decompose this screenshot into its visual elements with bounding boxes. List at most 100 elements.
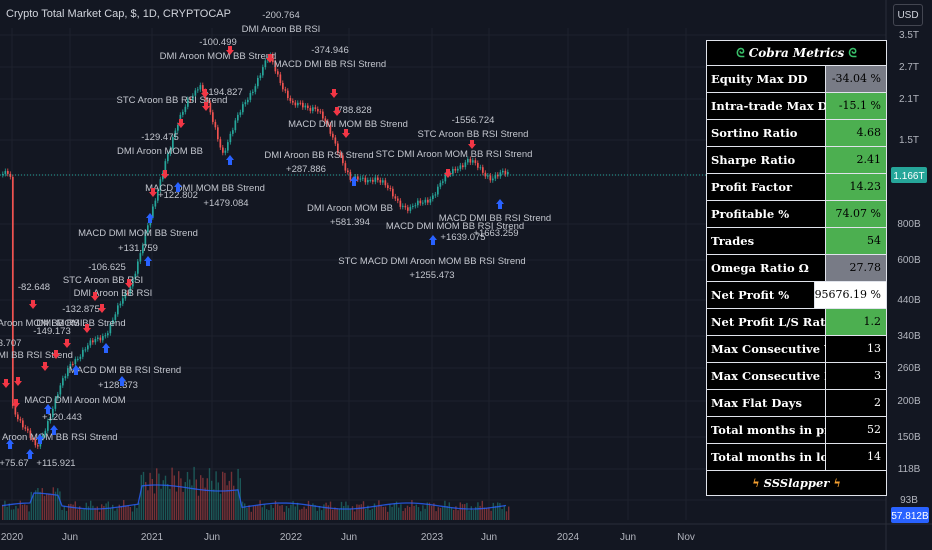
volume-bar xyxy=(184,482,186,520)
volume-bar xyxy=(96,506,98,520)
volume-bar xyxy=(343,505,345,520)
candle xyxy=(217,127,219,140)
volume-bar xyxy=(94,507,96,520)
buy-signal-arrow xyxy=(350,176,358,186)
volume-bar xyxy=(72,504,74,520)
volume-bar xyxy=(468,510,470,520)
volume-bar xyxy=(129,507,131,520)
volume-bar xyxy=(114,510,116,520)
volume-bar xyxy=(200,475,202,520)
volume-bar xyxy=(453,509,455,520)
metric-row: Max Consecutive Wins 13 xyxy=(707,336,886,363)
candle xyxy=(197,89,199,91)
volume-bar xyxy=(74,501,76,520)
metric-row: Max Flat Days 2 xyxy=(707,390,886,417)
candle xyxy=(27,428,29,431)
volume-bar xyxy=(241,501,244,520)
metric-value: 95676.19 % xyxy=(814,282,886,308)
candle xyxy=(109,323,112,334)
volume-bar xyxy=(186,471,189,520)
sell-signal-arrow xyxy=(177,119,185,128)
metric-value: 2.41 xyxy=(826,147,886,173)
candle xyxy=(57,394,59,399)
volume-bar xyxy=(158,473,160,520)
volume-bar xyxy=(197,495,200,520)
volume-bar xyxy=(230,471,233,520)
metric-label: Max Flat Days xyxy=(707,390,826,416)
candle xyxy=(342,155,344,164)
time-tick-label: Jun xyxy=(204,532,220,543)
price-tick-label: 340B xyxy=(897,331,921,342)
time-tick-label: 2023 xyxy=(421,532,444,543)
volume-bar xyxy=(204,487,206,520)
volume-bar xyxy=(470,506,472,520)
volume-bar xyxy=(15,505,17,520)
volume-bar xyxy=(497,502,499,520)
volume-bar xyxy=(248,505,250,520)
candle xyxy=(344,163,347,171)
volume-bar xyxy=(488,507,490,520)
volume-bar xyxy=(321,510,323,520)
volume-bar xyxy=(373,503,376,520)
signal-label: -149.173 xyxy=(33,326,71,337)
candle xyxy=(242,104,244,113)
cobra-icon: ᘓ xyxy=(848,46,857,60)
volume-bar xyxy=(70,503,72,520)
candle xyxy=(157,190,159,201)
signal-label: -194.827 xyxy=(205,87,243,98)
signal-label: STC Aroon BB RSI Strend xyxy=(117,95,228,106)
candle xyxy=(224,150,227,153)
volume-bar xyxy=(312,503,314,520)
metric-value: -15.1 % xyxy=(826,93,886,119)
volume-bar xyxy=(371,508,373,520)
last-price-badge xyxy=(891,167,927,183)
volume-bar xyxy=(147,490,149,520)
volume-ma-line xyxy=(1,484,507,510)
signal-label: STC MACD DMI Aroon MOM BB RSI Strend xyxy=(338,256,525,267)
candle xyxy=(104,335,107,337)
signal-label: +581.394 xyxy=(330,217,370,228)
candle xyxy=(174,130,177,138)
volume-bar xyxy=(235,490,237,520)
candle xyxy=(419,200,422,204)
buy-signal-arrow xyxy=(44,404,52,414)
buy-signal-arrow xyxy=(118,376,126,386)
signal-label: Aroon MOM BB RSI xyxy=(0,318,83,329)
volume-bar xyxy=(411,500,413,520)
signal-label: +128.373 xyxy=(98,380,138,391)
volume-bar xyxy=(178,471,180,520)
candle xyxy=(407,207,409,211)
candle xyxy=(172,137,174,149)
signal-label: +122.802 xyxy=(158,190,198,201)
volume-bar xyxy=(52,487,54,520)
candle xyxy=(462,165,464,168)
buy-signal-arrow xyxy=(146,213,154,223)
sell-signal-arrow xyxy=(333,107,341,116)
candle xyxy=(347,170,349,173)
candle xyxy=(382,180,384,183)
volume-bar xyxy=(351,506,354,520)
volume-bar xyxy=(127,505,129,520)
volume-bar xyxy=(422,505,424,520)
candle xyxy=(222,147,224,153)
time-tick-label: 2024 xyxy=(557,532,580,543)
volume-bar xyxy=(19,500,21,520)
buy-signal-arrow xyxy=(26,449,34,459)
volume-bar xyxy=(426,502,428,520)
candle xyxy=(72,363,74,365)
candle xyxy=(502,170,504,173)
volume-bar xyxy=(277,504,279,520)
signal-label: DMI MOM BB Strend xyxy=(36,318,125,329)
metric-label: Equity Max DD xyxy=(707,66,826,92)
candle xyxy=(112,319,114,324)
volume-bar xyxy=(334,507,336,520)
signal-label: MACD DMI BB RSI Strend xyxy=(69,365,181,376)
currency-button[interactable]: USD xyxy=(893,4,923,26)
volume-bar xyxy=(30,491,32,520)
volume-bar xyxy=(50,494,52,520)
signal-label: STC DMI Aroon MOM BB RSI Strend xyxy=(376,149,533,160)
volume-bar xyxy=(404,508,406,520)
volume-bar xyxy=(508,506,510,520)
metric-row: Equity Max DD -34.04 % xyxy=(707,66,886,93)
